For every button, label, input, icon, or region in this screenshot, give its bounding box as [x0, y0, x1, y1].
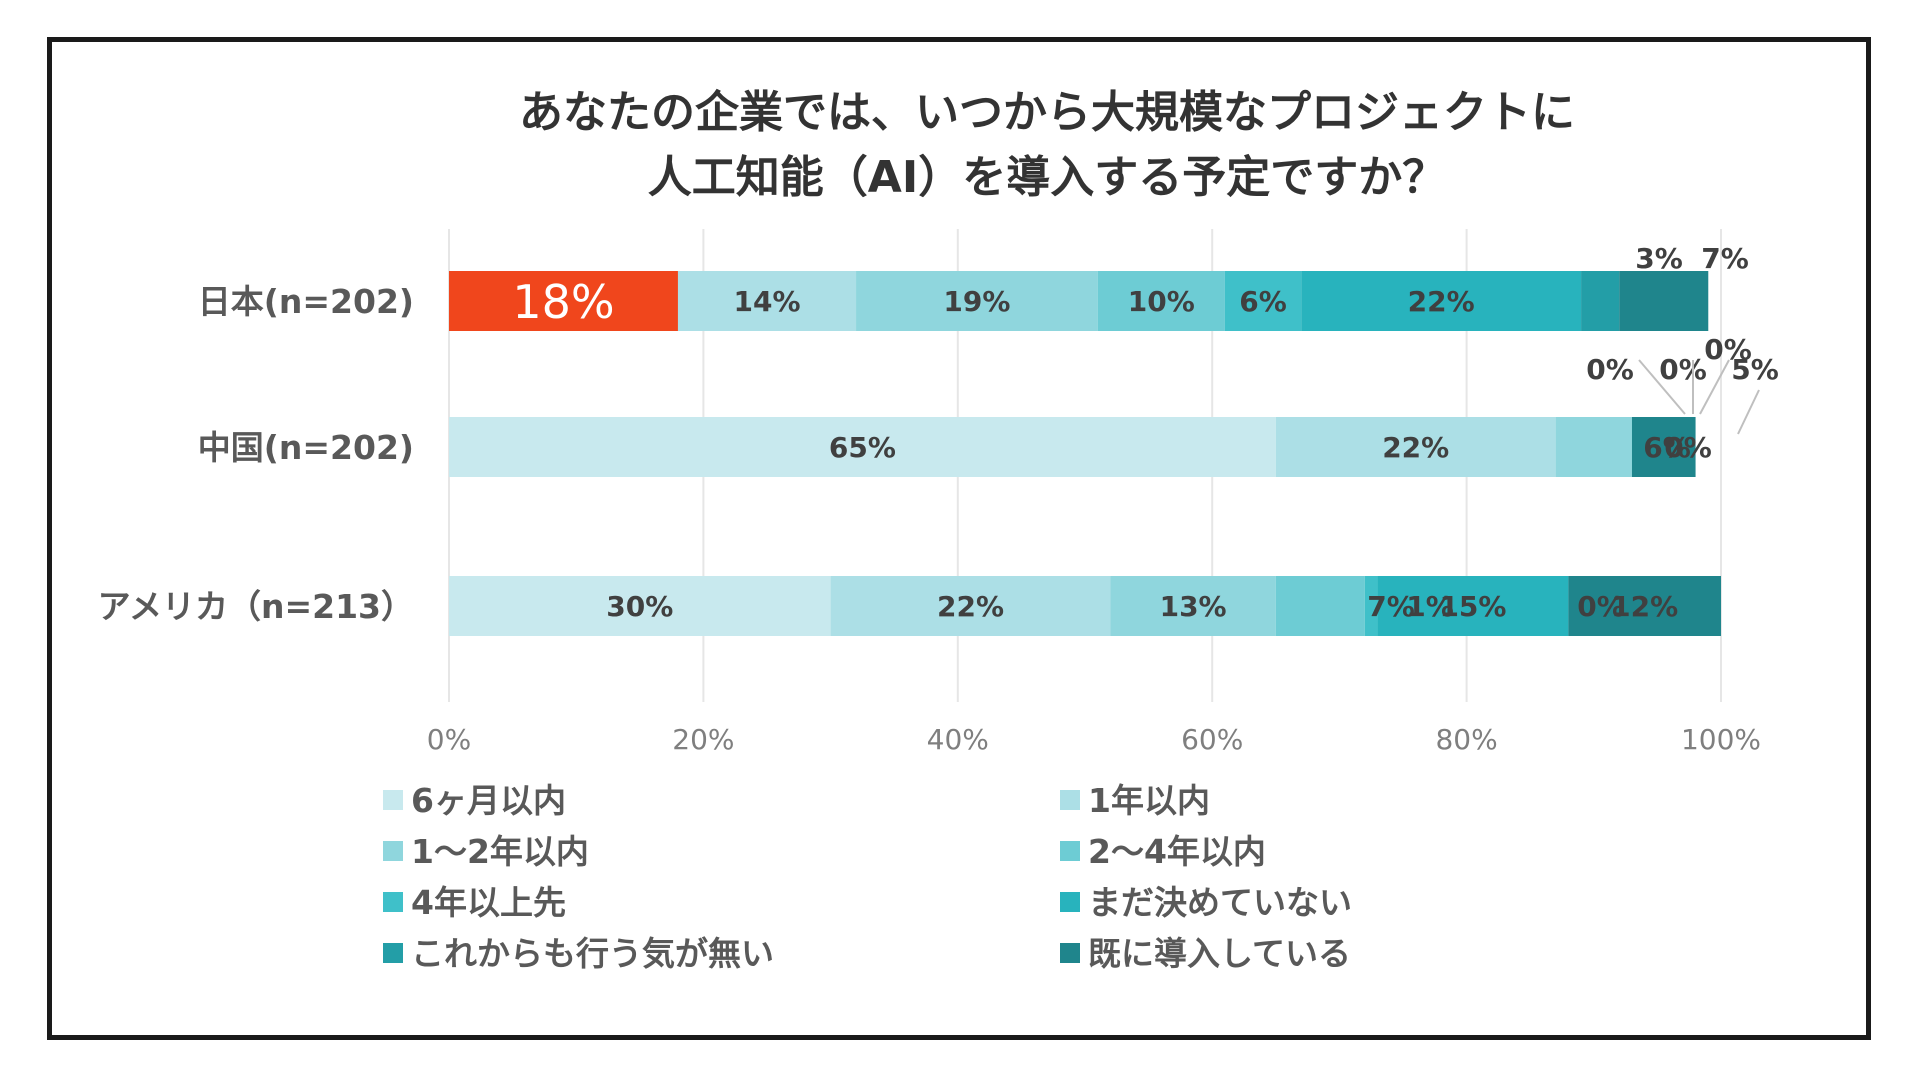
legend-swatch — [383, 892, 403, 912]
bar-segment — [1275, 576, 1365, 636]
legend-label: 1〜2年以内 — [411, 832, 589, 871]
bar-segment — [1110, 576, 1276, 636]
data-label: 0% — [1664, 431, 1712, 464]
x-tick-label: 20% — [672, 723, 734, 756]
legend-item: 既に導入している — [1060, 934, 1351, 973]
data-label: 10% — [1128, 285, 1195, 318]
x-tick-label: 0% — [427, 723, 471, 756]
category-label: 中国(n=202) — [198, 428, 414, 467]
legend-swatch — [383, 943, 403, 963]
data-label: 30% — [606, 590, 673, 623]
data-label: 0% — [1577, 590, 1625, 623]
data-label: 14% — [733, 285, 800, 318]
bar-segment — [1377, 576, 1569, 636]
legend-swatch — [1060, 790, 1080, 810]
legend-label: これからも行う気が無い — [411, 934, 774, 973]
leader-line — [1638, 359, 1686, 415]
bar-segment — [1224, 271, 1302, 331]
bars — [449, 271, 1721, 636]
x-tick-label: 100% — [1681, 723, 1761, 756]
legend-label: まだ決めていない — [1088, 883, 1352, 922]
bar-segment — [1097, 271, 1225, 331]
legend-swatch — [383, 841, 403, 861]
data-label: 7% — [1367, 590, 1415, 623]
bar-segment — [1301, 271, 1582, 331]
bar-segment — [449, 576, 831, 636]
legend-item: 1〜2年以内 — [383, 832, 589, 871]
data-label: 65% — [829, 431, 896, 464]
bar-segment — [1275, 417, 1556, 477]
legend-label: 既に導入している — [1088, 934, 1351, 973]
x-tick-label: 40% — [927, 723, 989, 756]
chart-title: あなたの企業では、いつから大規模なプロジェクトに人工知能（AI）を導入する予定で… — [519, 87, 1575, 203]
data-label: 22% — [1408, 285, 1475, 318]
data-label: 1% — [1406, 590, 1454, 623]
legend-item: 1年以内 — [1060, 781, 1210, 820]
data-label: 6% — [1643, 431, 1691, 464]
legend-swatch — [1060, 841, 1080, 861]
data-label: 7% — [1701, 242, 1749, 275]
data-label: 0% — [1659, 353, 1707, 386]
bar-segment — [1581, 271, 1620, 331]
legend-swatch — [1060, 943, 1080, 963]
chart-title-line: あなたの企業では、いつから大規模なプロジェクトに — [519, 87, 1575, 138]
data-label: 19% — [943, 285, 1010, 318]
x-tick-label: 80% — [1435, 723, 1497, 756]
legend-label: 2〜4年以内 — [1088, 832, 1266, 871]
x-tick-label: 60% — [1181, 723, 1243, 756]
bar-segment — [1631, 417, 1696, 477]
bar-segment — [856, 271, 1098, 331]
data-label: 18% — [512, 275, 614, 329]
legend-swatch — [1060, 892, 1080, 912]
bar-segment — [1555, 417, 1632, 477]
legend-label: 4年以上先 — [411, 883, 566, 922]
data-label: 22% — [1382, 431, 1449, 464]
data-label: 12% — [1611, 590, 1678, 623]
legend-item: 2〜4年以内 — [1060, 832, 1266, 871]
data-label: 0% — [1586, 353, 1634, 386]
data-label: 13% — [1160, 590, 1227, 623]
data-label: 15% — [1439, 590, 1506, 623]
bar-segment — [1568, 576, 1721, 636]
legend-item: これからも行う気が無い — [383, 934, 774, 973]
legend-label: 1年以内 — [1088, 781, 1210, 820]
legend-swatch — [383, 790, 403, 810]
legend: 6ヶ月以内 1年以内 1〜2年以内 2〜4年以内 4年以上先 まだ決めていないこれからも行… — [383, 781, 1352, 973]
bar-segment — [677, 271, 857, 331]
legend-label: 6ヶ月以内 — [411, 781, 566, 820]
data-labels: 18% 14% 19% 10% 6% 22%3% 7%65% 22% 6%0% 0%0%5%30%… — [512, 242, 1778, 623]
data-label: 6% — [1239, 285, 1287, 318]
data-label: 3% — [1635, 242, 1683, 275]
data-label: 5% — [1731, 353, 1779, 386]
chart-frame: あなたの企業では、いつから大規模なプロジェクトに 人工知能（AI）を導入する予定で… — [47, 37, 1871, 1040]
category-label: アメリカ（n=213） — [98, 587, 414, 626]
category-label: 日本(n=202) — [198, 282, 414, 321]
bar-segment — [1364, 576, 1378, 636]
legend-item: まだ決めていない — [1060, 883, 1352, 922]
bar-segment — [1619, 271, 1709, 331]
stacked-bar-chart: あなたの企業では、いつから大規模なプロジェクトに人工知能（AI）を導入する予定で… — [98, 87, 1779, 973]
category-labels: 日本(n=202) 中国(n=202) アメリカ（n=213） — [98, 282, 414, 626]
chart-title-line: 人工知能（AI）を導入する予定ですか？ — [648, 152, 1446, 203]
x-axis-tick-labels: 0% 20% 40% 60% 80% 100% — [427, 723, 1761, 756]
bar-segment — [449, 417, 1276, 477]
leader-line — [1737, 389, 1760, 435]
bar-segment — [449, 271, 678, 331]
bar-segment — [830, 576, 1111, 636]
leader-line — [1699, 359, 1730, 415]
legend-item: 6ヶ月以内 — [383, 781, 566, 820]
data-label: 22% — [937, 590, 1004, 623]
legend-item: 4年以上先 — [383, 883, 566, 922]
